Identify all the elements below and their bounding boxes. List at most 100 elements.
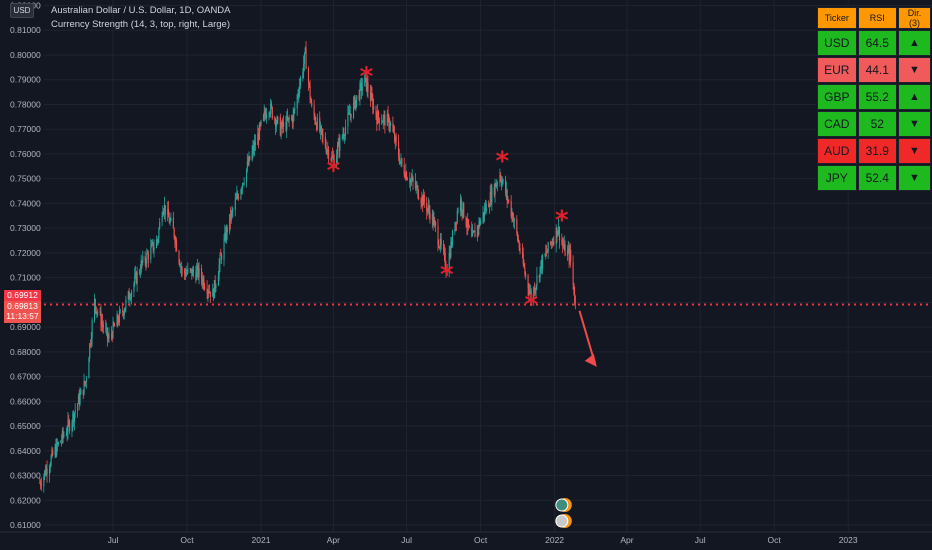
candle [339, 134, 341, 158]
candle-body [71, 423, 73, 432]
candle-body [523, 263, 525, 268]
candle [437, 218, 439, 252]
candle-body [218, 264, 220, 276]
candle [558, 226, 561, 249]
candle-body [529, 291, 531, 294]
candle [253, 140, 255, 156]
candle [566, 245, 569, 261]
candle-body [513, 220, 515, 222]
candle-body [131, 291, 133, 299]
candle-body [212, 289, 214, 297]
y-tick-label: 0.61000 [10, 520, 41, 530]
candle-body [529, 291, 532, 293]
candle-body [293, 109, 295, 114]
candle-body [44, 470, 47, 476]
candle [320, 121, 322, 140]
candle-body [353, 96, 355, 102]
candle-body [111, 333, 113, 339]
candle-body [69, 421, 71, 432]
candle [296, 93, 298, 116]
candle [158, 227, 160, 244]
candle-body [490, 192, 492, 203]
candle [44, 469, 46, 481]
candle [367, 75, 369, 99]
indicator-title[interactable]: Currency Strength (14, 3, top, right, La… [51, 19, 231, 30]
y-tick-label: 0.65000 [10, 421, 41, 431]
candle-body [533, 287, 536, 293]
candle-body [505, 190, 507, 194]
candle [232, 207, 234, 218]
candle-body [214, 280, 216, 288]
candle [485, 200, 487, 215]
candle-body [275, 123, 277, 127]
candle [307, 66, 310, 91]
candle-body [304, 47, 306, 53]
pattern-marker: * [495, 146, 509, 176]
candle-body [572, 261, 574, 284]
candle [527, 274, 529, 296]
candle [254, 134, 256, 157]
cell-ticker: USD [817, 30, 857, 56]
candle [344, 119, 347, 141]
candle [130, 293, 132, 302]
candle-body [381, 122, 384, 123]
candle [371, 86, 373, 101]
candle [106, 327, 108, 347]
candle-body [483, 212, 485, 217]
candle-body [241, 188, 243, 190]
y-tick-label: 0.80000 [10, 50, 41, 60]
candle [139, 264, 141, 278]
candle-body [484, 208, 486, 217]
chart-title: Australian Dollar / U.S. Dollar, 1D, OAN… [51, 5, 231, 16]
candle [384, 110, 386, 134]
cell-ticker: CAD [817, 111, 857, 137]
candle [516, 215, 518, 236]
candle [225, 224, 228, 244]
projection-arrow-head [584, 353, 597, 367]
candle [316, 113, 318, 131]
candle-body [190, 268, 192, 270]
candle [422, 194, 424, 213]
candle-body [455, 221, 458, 223]
candle [192, 266, 194, 277]
candle [55, 438, 57, 458]
candle-body [409, 179, 411, 184]
candle-body [417, 185, 419, 198]
candle-body [240, 189, 242, 199]
candle [229, 206, 232, 230]
candle [184, 267, 186, 281]
candle-body [325, 147, 327, 153]
candle [454, 222, 456, 235]
candle [146, 248, 148, 268]
cell-ticker: AUD [817, 138, 857, 164]
candle-body [230, 211, 232, 221]
candle [147, 250, 149, 268]
candle-body [488, 206, 491, 208]
symbol-badge[interactable]: USD [10, 3, 34, 18]
candle [482, 205, 484, 225]
candle [331, 151, 333, 162]
candle [73, 410, 75, 427]
candle [518, 239, 520, 251]
candle [556, 227, 558, 243]
candle [501, 176, 503, 187]
candle [274, 115, 276, 125]
candle [327, 141, 329, 159]
pattern-marker: * [555, 206, 569, 236]
candle [320, 124, 322, 136]
candle [572, 255, 574, 290]
candle-body [525, 273, 527, 276]
candle [392, 116, 394, 133]
candle-body [485, 204, 487, 212]
cell-rsi: 64.5 [857, 30, 897, 56]
candle-body [410, 179, 413, 181]
candle-body [191, 268, 193, 276]
candle [439, 246, 441, 250]
candle [508, 199, 510, 204]
candle [349, 105, 351, 121]
table-row: AUD 31.9 ▼ [817, 138, 931, 164]
candle-body [271, 107, 273, 119]
candle [417, 184, 419, 199]
candle [293, 108, 295, 122]
